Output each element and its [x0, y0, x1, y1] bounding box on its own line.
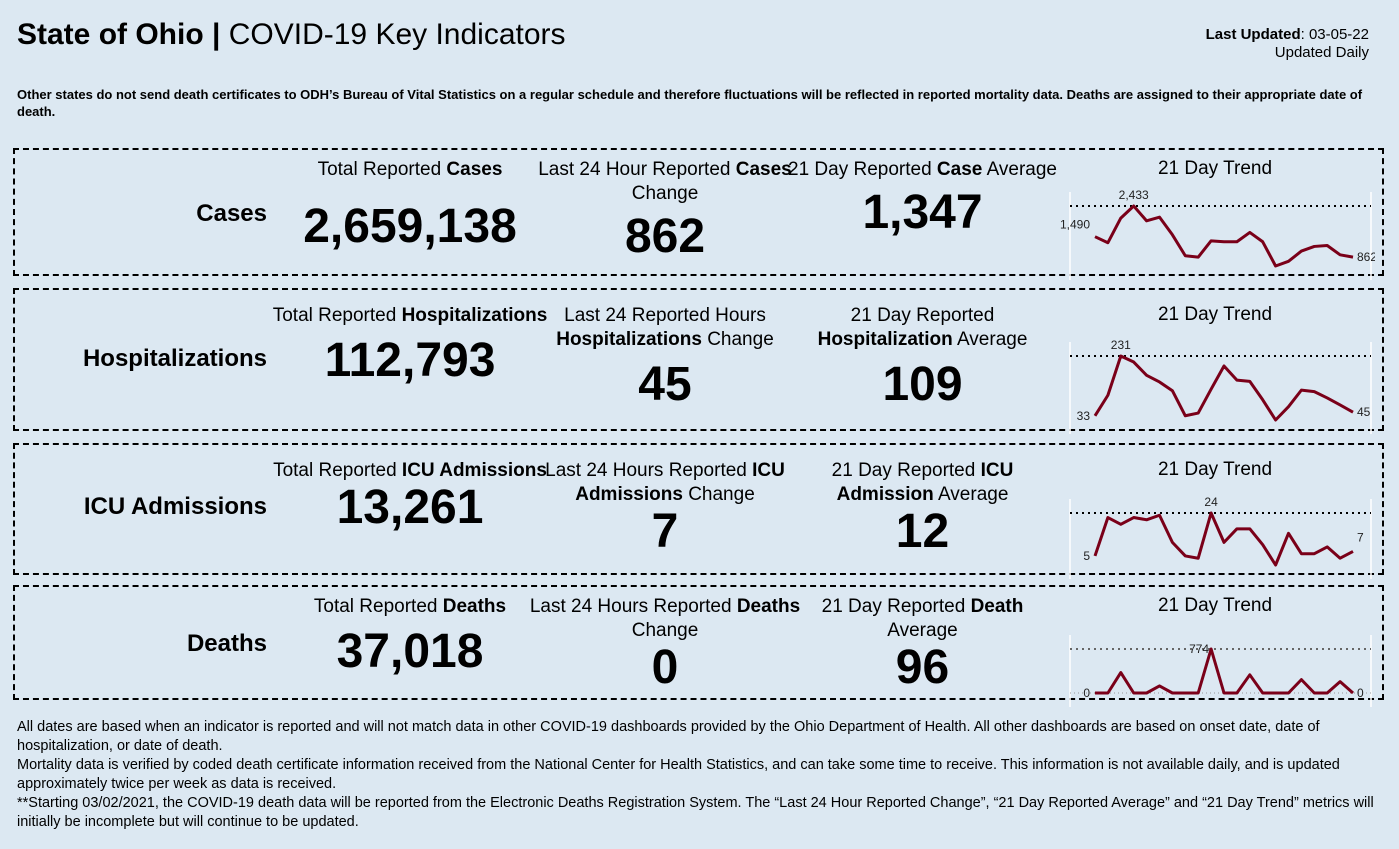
metric-value: 862 [624, 210, 706, 263]
trend-line [1094, 204, 1354, 268]
metric-change: Last 24 Reported Hours Hospitalizations … [525, 304, 805, 410]
page-title: State of Ohio | COVID-19 Key Indicators [17, 18, 566, 51]
metric-value: 13,261 [336, 481, 484, 534]
metric-title: Total Reported Hospitalizations [272, 305, 548, 326]
mortality-note: Other states do not send death certifica… [17, 87, 1363, 119]
metric-title: 21 Day Reported Hospitalization Average [817, 305, 1028, 350]
first-value-label: 33 [1077, 409, 1091, 423]
metric-average: 21 Day Reported Case Average 1,347 [785, 158, 1060, 238]
metric-total: Total Reported Cases 2,659,138 [265, 158, 555, 252]
trend-title: 21 Day Trend [1157, 595, 1273, 616]
metric-change: Last 24 Hours Reported Deaths Change 0 [525, 595, 805, 693]
trend-chart: 21 Day Trend 1,490 2,433 862 [1055, 158, 1375, 280]
metric-total: Total Reported Hospitalizations 112,793 [265, 304, 555, 386]
trend-title: 21 Day Trend [1157, 304, 1273, 325]
row-label: Deaths [186, 630, 267, 657]
metric-average: 21 Day Reported Hospitalization Average … [785, 304, 1060, 410]
metric-total: Total Reported Deaths 37,018 [265, 595, 555, 677]
metric-title: Total Reported ICU Admissions [273, 460, 547, 481]
metric-change: Last 24 Hour Reported Cases Change 862 [525, 158, 805, 262]
metric-value: 1,347 [862, 186, 983, 239]
row-label: Cases [196, 200, 267, 227]
max-value-label: 24 [1204, 495, 1218, 509]
trend-chart: 21 Day Trend 5 24 7 [1055, 459, 1375, 579]
metric-change: Last 24 Hours Reported ICU Admissions Ch… [525, 459, 805, 557]
metric-value: 109 [882, 358, 963, 411]
first-value-label: 5 [1083, 549, 1090, 563]
metric-value: 37,018 [336, 625, 484, 678]
row-label: Hospitalizations [82, 345, 267, 372]
metric-average: 21 Day Reported ICU Admission Average 12 [785, 459, 1060, 557]
last-updated: Last Updated: 03-05-22 Updated Daily [1205, 26, 1369, 61]
indicator-row-cases: Cases Total Reported Cases 2,659,138 Las… [13, 148, 1384, 280]
max-value-label: 774 [1189, 642, 1209, 656]
metric-average: 21 Day Reported Death Average 96 [785, 595, 1060, 693]
metric-value: 7 [651, 505, 679, 558]
sparkline: 0 774 0 [1069, 635, 1372, 707]
footer-notes: All dates are based when an indicator is… [17, 719, 1374, 830]
metric-title: Last 24 Hour Reported Cases Change [538, 159, 792, 204]
metric-value: 96 [895, 641, 950, 694]
metric-title: Last 24 Hours Reported Deaths Change [529, 596, 801, 641]
metric-title: Last 24 Hours Reported ICU Admissions Ch… [545, 460, 785, 505]
last-value-label: 0 [1357, 686, 1364, 700]
indicator-row-icu-admissions: ICU Admissions Total Reported ICU Admiss… [13, 443, 1384, 579]
metric-value: 12 [895, 505, 950, 558]
first-value-label: 1,490 [1060, 218, 1090, 232]
metric-total: Total Reported ICU Admissions 13,261 [265, 459, 555, 533]
trend-title: 21 Day Trend [1157, 158, 1273, 179]
trend-title: 21 Day Trend [1157, 459, 1273, 480]
trend-line [1093, 511, 1354, 567]
metric-value: 0 [651, 641, 679, 694]
metric-value: 112,793 [324, 334, 496, 387]
last-value-label: 45 [1357, 405, 1371, 419]
last-value-label: 862 [1357, 250, 1375, 264]
trend-line [1093, 354, 1354, 422]
metric-title: 21 Day Reported Death Average [821, 596, 1024, 641]
sparkline: 33 231 45 [1069, 338, 1372, 434]
trend-chart: 21 Day Trend 33 231 45 [1055, 304, 1375, 434]
metric-title: Last 24 Reported Hours Hospitalizations … [556, 305, 774, 350]
sparkline: 5 24 7 [1069, 495, 1372, 579]
max-value-label: 2,433 [1119, 188, 1149, 202]
metric-title: 21 Day Reported ICU Admission Average [831, 460, 1014, 505]
indicator-row-deaths: Deaths Total Reported Deaths 37,018 Last… [13, 585, 1384, 707]
trend-chart: 21 Day Trend 0 774 0 [1055, 595, 1375, 707]
indicator-row-hospitalizations: Hospitalizations Total Reported Hospital… [13, 288, 1384, 434]
metric-title: 21 Day Reported Case Average [788, 159, 1057, 180]
metric-title: Total Reported Deaths [313, 596, 507, 617]
last-value-label: 7 [1357, 530, 1364, 544]
metric-value: 45 [638, 358, 692, 411]
sparkline: 1,490 2,433 862 [1060, 188, 1375, 280]
max-value-label: 231 [1111, 338, 1131, 352]
trend-line [1095, 647, 1354, 695]
metric-title: Total Reported Cases [317, 159, 503, 180]
first-value-label: 0 [1083, 686, 1090, 700]
metric-value: 2,659,138 [303, 200, 517, 253]
row-label: ICU Admissions [83, 493, 267, 520]
